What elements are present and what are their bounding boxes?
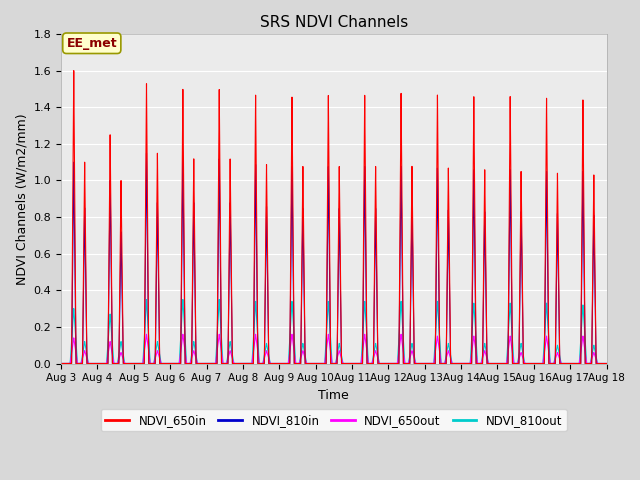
Legend: NDVI_650in, NDVI_810in, NDVI_650out, NDVI_810out: NDVI_650in, NDVI_810in, NDVI_650out, NDV… [100,409,567,432]
Y-axis label: NDVI Channels (W/m2/mm): NDVI Channels (W/m2/mm) [15,113,28,285]
Text: EE_met: EE_met [67,37,117,50]
X-axis label: Time: Time [319,389,349,402]
Title: SRS NDVI Channels: SRS NDVI Channels [260,15,408,30]
